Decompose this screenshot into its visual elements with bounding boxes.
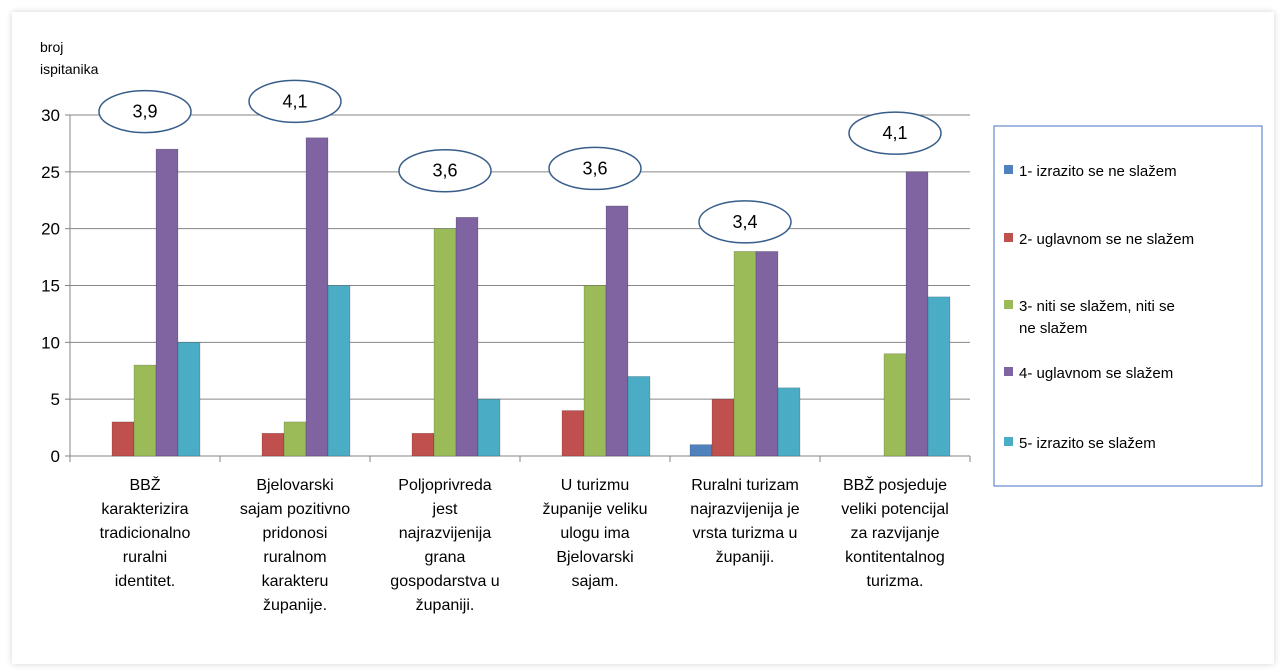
legend-label: ne slažem xyxy=(1019,320,1087,337)
bar xyxy=(477,398,501,457)
average-annotation-ellipse xyxy=(398,148,492,193)
x-category-label: najrazvijenija je xyxy=(690,501,799,518)
bar xyxy=(605,205,629,457)
x-category-label: sajam pozitivno xyxy=(240,501,350,518)
bar xyxy=(155,148,179,457)
x-category-label: sajam. xyxy=(571,573,618,590)
legend-label: 1- izrazito se ne slažem xyxy=(1019,163,1177,180)
bar xyxy=(927,296,951,457)
chart-frame: 0 5 10 15 20 25 30 broj ispitanika BBŽ karakterizi… xyxy=(12,12,1274,664)
x-category-label: kontitentalnog xyxy=(845,549,945,566)
average-annotation-ellipse xyxy=(698,200,792,244)
average-annotation-label: 3,6 xyxy=(432,161,457,181)
bar xyxy=(755,251,779,457)
x-category-label: U turizmu xyxy=(561,477,629,494)
x-category-label: tradicionalno xyxy=(100,525,191,542)
x-category-label: ruralnom xyxy=(263,549,326,566)
bar xyxy=(327,285,351,457)
average-annotation-ellipse xyxy=(548,146,642,191)
y-tick-label: 5 xyxy=(51,390,60,409)
average-annotation-label: 3,4 xyxy=(732,212,757,232)
x-category-label: županije. xyxy=(263,597,327,614)
legend-label: 2- uglavnom se ne slažem xyxy=(1019,231,1194,248)
average-annotation-label: 4,1 xyxy=(282,91,307,111)
x-category-label: identitet. xyxy=(115,573,175,590)
x-category-label: ruralni xyxy=(123,549,167,566)
bar xyxy=(627,376,651,457)
bar xyxy=(711,398,735,457)
x-category-label: ulogu ima xyxy=(560,525,629,542)
bar xyxy=(411,432,435,457)
bar xyxy=(905,171,929,457)
x-category-label: gospodarstva u xyxy=(390,573,499,590)
bar xyxy=(261,432,285,457)
y-axis-label: ispitanika xyxy=(40,61,99,77)
x-category-label: za razvijanje xyxy=(851,525,940,542)
bar xyxy=(583,285,607,457)
x-category-label: Ruralni turizam xyxy=(691,477,799,494)
x-category-label: Bjelovarski xyxy=(256,477,333,494)
legend-label: 4- uglavnom se slažem xyxy=(1019,365,1173,382)
legend-label: 3- niti se slažem, niti se xyxy=(1019,298,1175,315)
x-category-label: BBŽ xyxy=(129,475,160,494)
y-tick-label: 10 xyxy=(41,333,60,352)
bar xyxy=(111,421,135,457)
bar xyxy=(177,342,201,457)
average-annotation-ellipse xyxy=(848,111,942,155)
x-category-label: karakterizira xyxy=(101,501,188,518)
average-annotation-label: 4,1 xyxy=(882,123,907,143)
x-category-label: vrsta turizma u xyxy=(693,525,798,542)
x-category-label: Bjelovarski xyxy=(556,549,633,566)
x-category-label: županiji. xyxy=(716,549,775,566)
y-tick-label: 25 xyxy=(41,163,60,182)
bar xyxy=(689,444,713,457)
legend-swatch xyxy=(1004,165,1013,174)
bar xyxy=(433,228,457,457)
x-category-label: Poljoprivreda xyxy=(398,477,491,494)
legend-swatch xyxy=(1004,367,1013,376)
legend-label: 5- izrazito se slažem xyxy=(1019,435,1156,452)
x-category-label: županije veliku xyxy=(543,501,648,518)
legend-swatch xyxy=(1004,437,1013,446)
chart-svg: 0 5 10 15 20 25 30 broj ispitanika BBŽ karakterizi… xyxy=(40,39,1263,614)
bar xyxy=(455,217,479,457)
average-annotation-label: 3,6 xyxy=(582,158,607,178)
x-category-label: grana xyxy=(425,549,466,566)
x-category-label: pridonosi xyxy=(263,525,328,542)
y-tick-label: 15 xyxy=(41,277,60,296)
bar xyxy=(283,421,307,457)
bar xyxy=(733,251,757,457)
legend-swatch xyxy=(1004,300,1013,309)
average-annotation-label: 3,9 xyxy=(132,102,157,122)
x-category-label: turizma. xyxy=(867,573,924,590)
bar xyxy=(883,353,907,457)
average-annotation-ellipse xyxy=(98,89,192,134)
x-category-label: BBŽ posjeduje xyxy=(843,475,947,494)
legend-swatch xyxy=(1004,233,1013,242)
y-tick-label: 30 xyxy=(41,106,60,125)
y-tick-label: 0 xyxy=(51,447,60,466)
bar xyxy=(561,410,585,457)
x-category-label: najrazvijenija xyxy=(399,525,492,542)
x-category-label: veliki potencijal xyxy=(841,501,949,518)
average-annotation-ellipse xyxy=(248,79,342,124)
x-category-label: jest xyxy=(432,501,458,518)
y-tick-label: 20 xyxy=(41,220,60,239)
x-category-label: županiji. xyxy=(416,597,475,614)
bar xyxy=(133,364,157,457)
bar xyxy=(305,137,329,457)
y-axis-label: broj xyxy=(40,39,63,55)
bar xyxy=(777,387,801,457)
x-category-label: karakteru xyxy=(262,573,329,590)
legend-box xyxy=(993,125,1263,487)
